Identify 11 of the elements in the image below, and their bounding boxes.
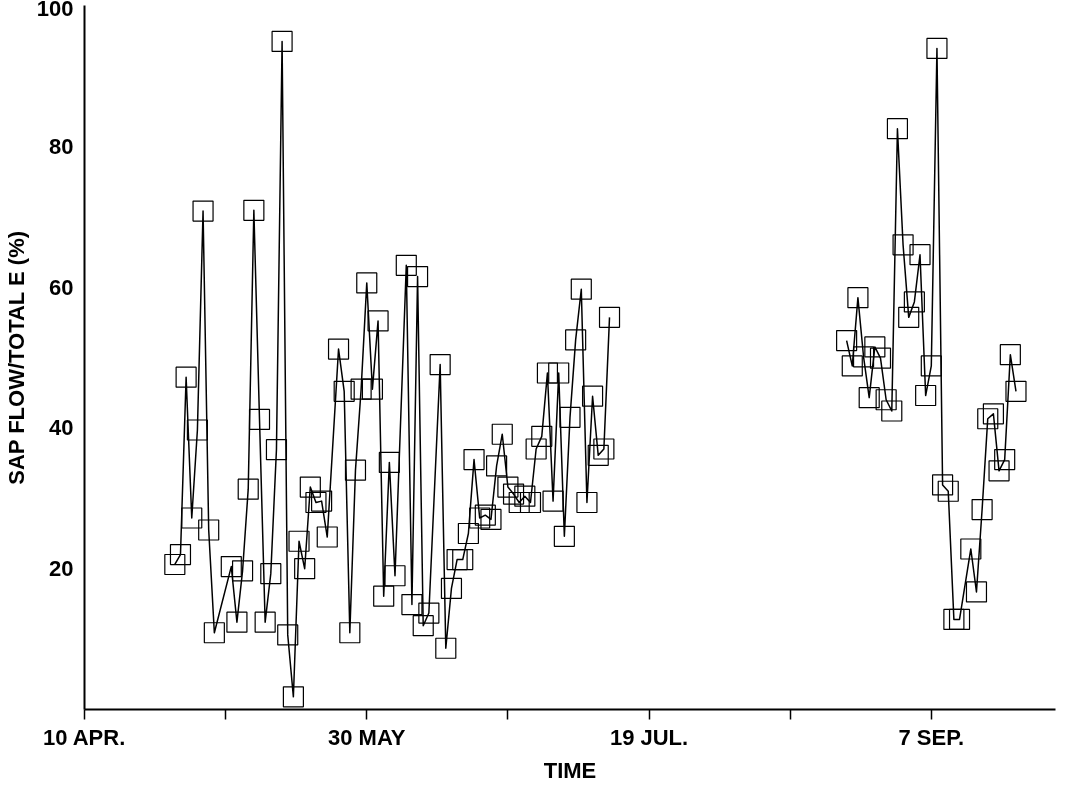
y-tick-label: 100 — [36, 0, 74, 21]
y-tick-label: 20 — [49, 556, 74, 582]
x-tick-label: 30 MAY — [328, 724, 406, 750]
x-tick-label: 19 JUL. — [609, 724, 689, 750]
y-tick-label: 60 — [49, 274, 74, 300]
x-axis-title: TIME — [543, 757, 597, 783]
y-tick-label: 40 — [49, 415, 74, 441]
y-axis-title: SAP FLOW/TOTAL E (%) — [3, 230, 29, 485]
x-tick-label: 10 APR. — [42, 724, 126, 750]
x-tick-label: 7 SEP. — [898, 724, 965, 750]
y-tick-label: 80 — [49, 133, 74, 159]
